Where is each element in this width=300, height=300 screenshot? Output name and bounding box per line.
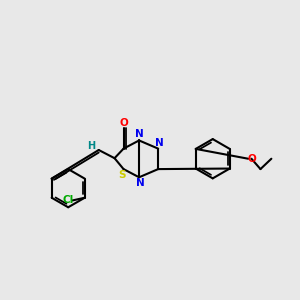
Text: O: O (248, 154, 256, 164)
Text: H: H (87, 141, 95, 151)
Text: Cl: Cl (63, 196, 74, 206)
Text: N: N (135, 130, 143, 140)
Text: N: N (136, 178, 145, 188)
Text: O: O (119, 118, 128, 128)
Text: N: N (154, 138, 164, 148)
Text: S: S (118, 169, 126, 179)
